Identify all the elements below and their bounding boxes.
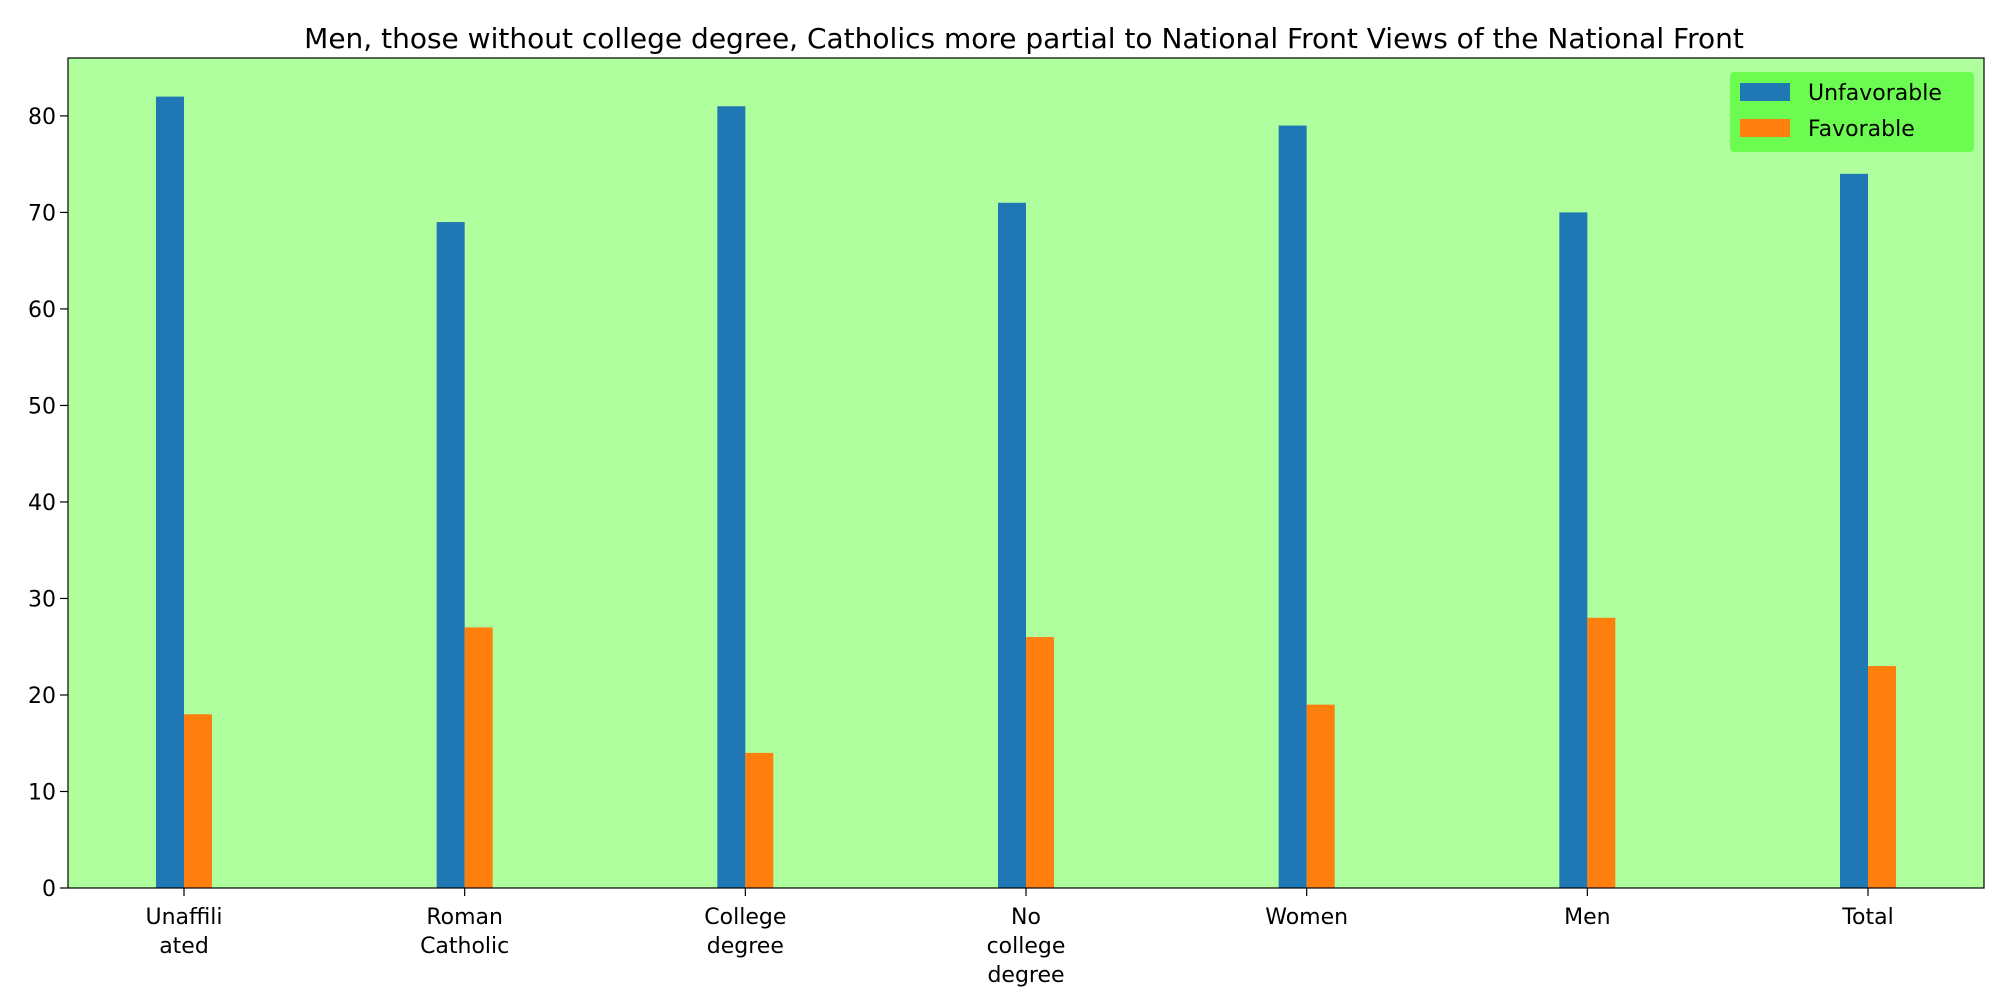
y-tick-label: 80: [28, 105, 56, 130]
y-tick-label: 70: [28, 201, 56, 226]
y-tick-label: 10: [28, 780, 56, 805]
x-tick-label: Women: [1265, 905, 1348, 930]
y-tick-label: 40: [28, 491, 56, 516]
bar-favorable-4: [1306, 704, 1335, 888]
bar-unfavorable-6: [1840, 173, 1868, 888]
bars-layer: [156, 96, 1896, 889]
y-tick-label: 20: [28, 684, 56, 709]
bar-unfavorable-1: [436, 222, 465, 888]
bar-unfavorable-0: [156, 96, 184, 888]
bar-unfavorable-2: [717, 106, 746, 889]
legend-swatch-unfavorable: [1740, 83, 1790, 101]
bar-favorable-5: [1587, 617, 1616, 888]
bar-favorable-2: [745, 752, 774, 888]
x-tick-label: Unaffili ated: [145, 905, 222, 959]
x-tick-label: Men: [1564, 905, 1610, 930]
bar-unfavorable-3: [998, 202, 1026, 888]
y-tick-label: 30: [28, 587, 56, 612]
chart-title: Men, those without college degree, Catho…: [304, 22, 1744, 55]
bar-favorable-3: [1026, 637, 1054, 888]
x-tick-label: Total: [1841, 905, 1893, 930]
y-tick-label: 60: [28, 298, 56, 323]
x-axis: Unaffili ated Roman Catholic College degree No…: [145, 888, 1894, 988]
x-tick-label: Roman Catholic: [420, 905, 509, 959]
y-tick-label: 0: [42, 877, 56, 902]
y-tick-label: 50: [28, 394, 56, 419]
x-tick-label: College degree: [704, 905, 786, 959]
legend-label-favorable: Favorable: [1808, 117, 1915, 142]
legend-label-unfavorable: Unfavorable: [1808, 81, 1942, 106]
bar-unfavorable-5: [1559, 212, 1588, 889]
bar-favorable-1: [464, 627, 493, 888]
y-axis: 0 10 20 30 40 50 60 70 80: [28, 105, 68, 902]
bar-favorable-6: [1868, 666, 1896, 888]
legend-box: [1730, 72, 1974, 152]
x-tick-label: No college degree: [987, 905, 1066, 988]
legend-swatch-favorable: [1740, 119, 1790, 137]
legend: Unfavorable Favorable: [1730, 72, 1974, 152]
bar-unfavorable-4: [1278, 125, 1307, 889]
bar-favorable-0: [184, 714, 212, 888]
